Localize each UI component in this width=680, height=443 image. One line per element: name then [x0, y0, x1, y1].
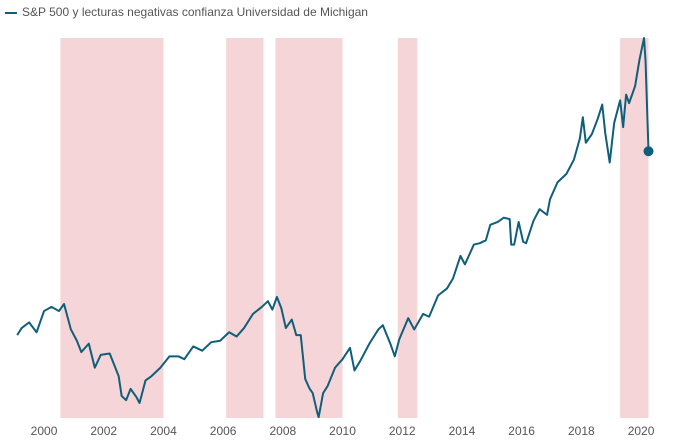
shaded-period	[397, 38, 418, 418]
end-point	[643, 146, 654, 157]
line	[16, 37, 650, 419]
x-tick-label: 2018	[568, 424, 595, 438]
shaded-period	[60, 38, 164, 418]
shaded-period	[226, 38, 264, 418]
x-tick-label: 2004	[150, 424, 177, 438]
x-tick-label: 2006	[210, 424, 237, 438]
x-tick-label: 2002	[90, 424, 117, 438]
x-tick-label: 2014	[449, 424, 476, 438]
shaded-period	[620, 38, 649, 418]
legend-label: S&P 500 y lecturas negativas confianza U…	[22, 5, 368, 19]
x-tick-label: 2010	[329, 424, 356, 438]
x-tick-label: 2008	[269, 424, 296, 438]
shaded-period	[275, 38, 343, 418]
x-tick-label: 2012	[389, 424, 416, 438]
x-tick-label: 2020	[628, 424, 655, 438]
x-tick-label: 2000	[31, 424, 58, 438]
x-tick-label: 2016	[508, 424, 535, 438]
